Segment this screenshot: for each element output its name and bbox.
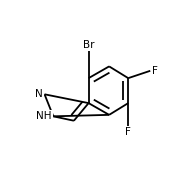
Text: Br: Br (83, 40, 94, 49)
Text: F: F (125, 127, 131, 137)
Text: F: F (152, 66, 158, 76)
Text: N: N (35, 89, 43, 99)
Text: NH: NH (36, 111, 52, 121)
